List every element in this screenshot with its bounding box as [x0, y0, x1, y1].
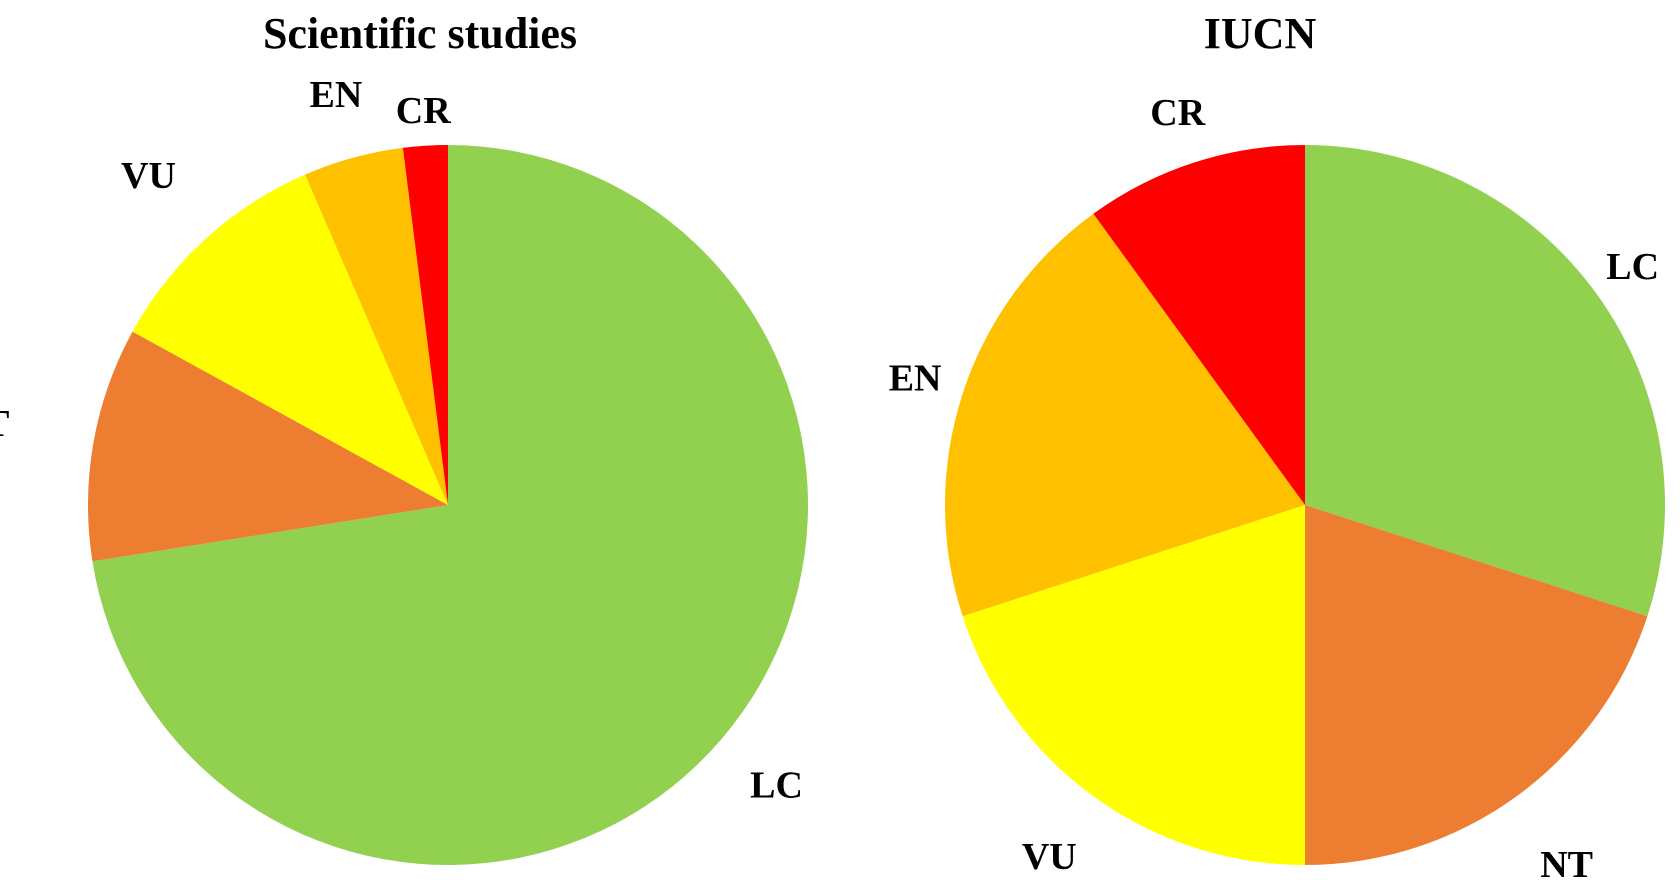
pie-slice-lc: [92, 145, 808, 866]
pie-slice-en: [305, 147, 448, 505]
pie-slice-cr: [1093, 145, 1305, 505]
chart-title: Scientific studies: [262, 9, 578, 58]
slice-label-nt: NT: [0, 403, 9, 445]
pie-chart-svg: LC NT VU EN CR: [0, 74, 808, 866]
slice-label-nt: NT: [1540, 844, 1593, 880]
slice-label-lc: LC: [1606, 246, 1659, 288]
slice-label-vu: VU: [121, 155, 176, 197]
pie-chart-scientific-studies: Scientific studies LC NT VU EN CR: [0, 9, 808, 866]
slice-label-cr: CR: [396, 90, 451, 132]
pie-slice-nt: [87, 331, 448, 562]
pie-chart-svg: LC NT VU EN CR: [889, 92, 1666, 880]
slice-label-en: EN: [310, 74, 363, 116]
pie-slice-vu: [132, 174, 448, 506]
pie-slice-en: [944, 213, 1305, 617]
slice-label-lc: LC: [750, 765, 803, 807]
pie-slice-vu: [962, 505, 1305, 865]
chart-title: IUCN: [1203, 9, 1317, 58]
pie-slice-lc: [1305, 145, 1666, 617]
slice-label-vu: VU: [1022, 836, 1077, 878]
pie-slice-cr: [402, 145, 448, 505]
slice-label-en: EN: [889, 357, 942, 399]
pie-chart-iucn: IUCN LC NT VU EN CR: [840, 0, 1680, 880]
pie-slice-nt: [1305, 505, 1648, 865]
slice-label-cr: CR: [1150, 92, 1205, 134]
